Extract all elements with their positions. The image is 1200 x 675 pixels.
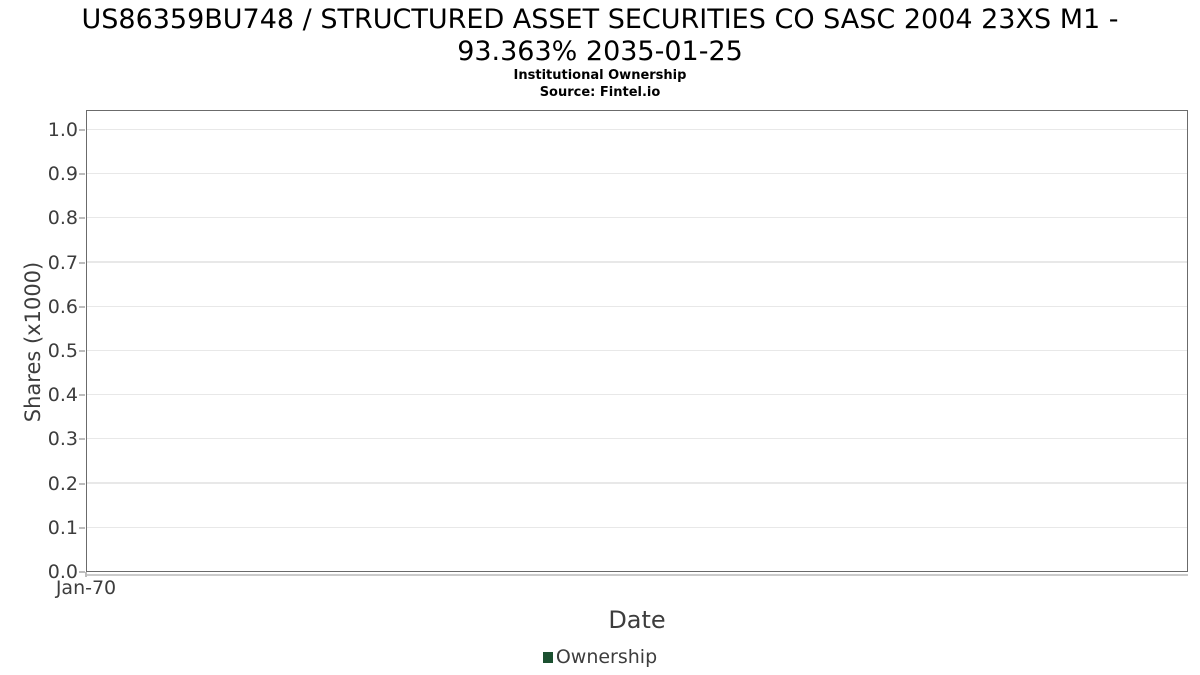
y-tick-mark bbox=[79, 571, 85, 573]
y-tick-mark bbox=[79, 350, 85, 352]
gridline bbox=[87, 438, 1187, 440]
x-tick-label: Jan-70 bbox=[55, 577, 117, 599]
y-tick-label: 0.1 bbox=[47, 516, 78, 539]
y-tick-mark bbox=[79, 526, 85, 529]
y-tick-mark bbox=[79, 305, 85, 308]
gridline bbox=[87, 394, 1187, 396]
legend-marker-icon bbox=[542, 651, 553, 663]
plot-area bbox=[86, 110, 1188, 572]
y-tick-label: 0.5 bbox=[47, 340, 78, 362]
gridline bbox=[87, 261, 1187, 263]
legend-label: Ownership bbox=[555, 646, 658, 668]
y-tick-mark bbox=[79, 173, 85, 176]
y-tick-mark bbox=[79, 261, 85, 264]
y-tick-label: 1.0 bbox=[47, 119, 78, 141]
y-tick-label: 0.0 bbox=[47, 561, 78, 583]
legend-item-ownership[interactable]: Ownership bbox=[542, 646, 658, 668]
chart-subtitle: Institutional Ownership bbox=[513, 68, 687, 83]
gridline bbox=[87, 305, 1187, 307]
chart-title: US86359BU748 / STRUCTURED ASSET SECURITI… bbox=[81, 4, 1119, 67]
gridline bbox=[87, 482, 1187, 484]
x-axis-title: Date bbox=[608, 606, 666, 634]
y-tick-label: 0.6 bbox=[47, 295, 78, 318]
legend: Ownership bbox=[0, 646, 1200, 668]
y-tick-mark bbox=[79, 129, 85, 131]
y-tick-label: 0.9 bbox=[47, 163, 78, 186]
gridline bbox=[87, 173, 1187, 175]
x-tick-mark bbox=[85, 572, 87, 577]
chart-source: Source: Fintel.io bbox=[539, 85, 661, 100]
y-tick-mark bbox=[79, 482, 85, 485]
y-tick-label: 0.2 bbox=[47, 472, 78, 495]
y-tick-label: 0.8 bbox=[47, 207, 78, 230]
y-tick-label: 0.4 bbox=[47, 384, 78, 407]
y-tick-label: 0.3 bbox=[47, 428, 78, 451]
y-tick-mark bbox=[79, 394, 85, 397]
gridline bbox=[87, 349, 1187, 351]
gridline bbox=[87, 217, 1187, 219]
gridline bbox=[87, 526, 1187, 528]
y-tick-mark bbox=[79, 217, 85, 220]
y-tick-label: 0.7 bbox=[47, 251, 78, 274]
y-tick-mark bbox=[79, 438, 85, 441]
x-axis-line bbox=[86, 574, 1188, 576]
gridline bbox=[87, 128, 1187, 130]
